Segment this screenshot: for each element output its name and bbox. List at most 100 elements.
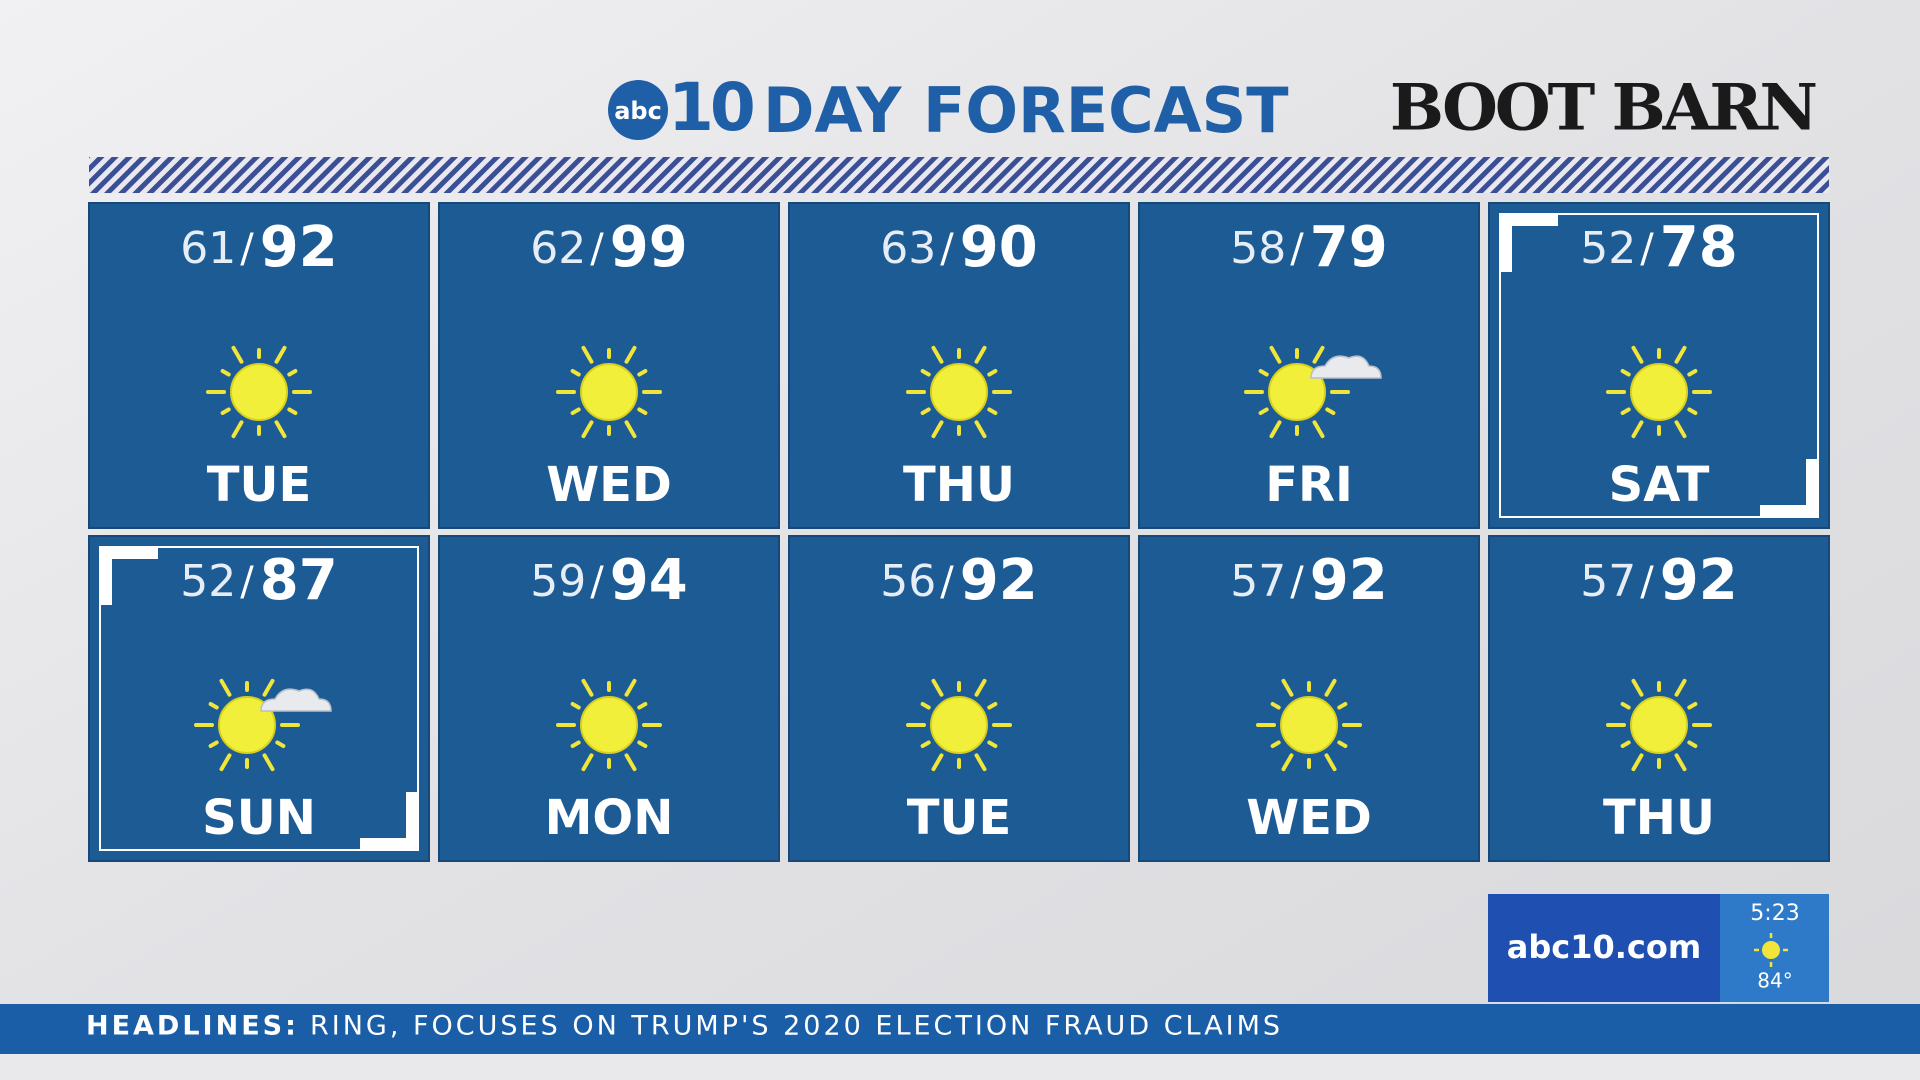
sponsor: BOOT BARN [1390, 71, 1816, 146]
tile-bg [1138, 202, 1480, 529]
cloud-icon [1310, 355, 1382, 379]
sun-ray [1269, 345, 1282, 364]
sun-ray [1337, 740, 1348, 748]
sun-ray [274, 345, 287, 364]
sun-ray [637, 702, 648, 710]
separator: / [240, 226, 254, 272]
sun-ray [1674, 420, 1687, 439]
sun-ray [1631, 678, 1644, 697]
separator: / [1640, 226, 1654, 272]
sun-ray [1674, 678, 1687, 697]
sun-ray [287, 369, 298, 377]
high: 79 [1310, 215, 1388, 280]
separator: / [940, 226, 954, 272]
sun-ray [220, 369, 231, 377]
separator: / [590, 226, 604, 272]
sun-ray [1687, 369, 1698, 377]
low: 56 [880, 556, 936, 607]
day-tile: 56/92 TUE [788, 535, 1130, 862]
sun-ray [920, 407, 931, 415]
day-name: MON [545, 790, 674, 846]
cloud-icon [260, 688, 332, 712]
day-name: WED [1246, 790, 1372, 846]
low: 63 [880, 223, 936, 274]
sun-ray [920, 369, 931, 377]
temps: 61/92 [180, 215, 337, 280]
day-name: THU [903, 457, 1015, 513]
temps: 63/90 [880, 215, 1037, 280]
low: 62 [530, 223, 586, 274]
sun-icon [206, 345, 312, 439]
temps: 58/79 [1230, 215, 1387, 280]
day-name: THU [1603, 790, 1715, 846]
day-tile: 61/92 TUE [88, 202, 430, 529]
sun-ray [262, 753, 275, 772]
sun-disc [1630, 696, 1688, 754]
sun-icon [1606, 345, 1712, 439]
temps: 62/99 [530, 215, 687, 280]
sun-disc [930, 696, 988, 754]
sun-ray [1281, 678, 1294, 697]
high: 92 [1310, 548, 1388, 613]
day-name: FRI [1265, 457, 1353, 513]
temps: 52/87 [180, 548, 337, 613]
day-name: SUN [202, 790, 316, 846]
sun-disc [1280, 696, 1338, 754]
site: abc10.com [1507, 928, 1701, 966]
sun-ray [920, 702, 931, 710]
sun-ray [624, 345, 637, 364]
sun-ray [1337, 702, 1348, 710]
day-tile: 59/94 MON [438, 535, 780, 862]
sun-ray [974, 753, 987, 772]
sun-ray [1312, 345, 1325, 364]
ticker-label: HEADLINES: [86, 1011, 299, 1042]
sun-disc [580, 363, 638, 421]
low: 61 [180, 223, 236, 274]
ticker-strip [0, 1054, 1920, 1080]
temps: 52/78 [1580, 215, 1737, 280]
temps: 59/94 [530, 548, 687, 613]
sun-ray [931, 753, 944, 772]
low: 52 [180, 556, 236, 607]
high: 90 [960, 215, 1038, 280]
low: 52 [1580, 223, 1636, 274]
sun-ray [1324, 753, 1337, 772]
sun-ray [570, 702, 581, 710]
sun-disc [930, 363, 988, 421]
low: 57 [1580, 556, 1636, 607]
sun-ray [1312, 420, 1325, 439]
sun-ray [1674, 753, 1687, 772]
sun-ray [974, 678, 987, 697]
sun-ray [581, 753, 594, 772]
sun-icon [1256, 678, 1362, 772]
sun-ray [231, 345, 244, 364]
day-tile: 52/87 SUN [88, 535, 430, 862]
highlight-frame [99, 546, 419, 851]
sun-ray [931, 345, 944, 364]
sun-ray [581, 678, 594, 697]
sun-ray [1269, 420, 1282, 439]
sun-ray [1674, 345, 1687, 364]
logo-circle [608, 80, 668, 140]
sun-ray [570, 407, 581, 415]
sun-ray [1324, 678, 1337, 697]
site-box [1488, 894, 1720, 1002]
high: 99 [610, 215, 688, 280]
temperature: 84° [1757, 969, 1792, 993]
sun-ray [1325, 407, 1336, 415]
sun-ray [1620, 740, 1631, 748]
sun-ray [570, 740, 581, 748]
logo-number: 10 [668, 69, 753, 146]
sun-ray [1270, 740, 1281, 748]
high: 78 [1660, 215, 1738, 280]
sun-ray [274, 420, 287, 439]
sun-ray [219, 678, 232, 697]
sun-ray [1620, 407, 1631, 415]
low: 59 [530, 556, 586, 607]
title: DAY FORECAST [763, 74, 1289, 147]
sun-ray [287, 407, 298, 415]
high: 92 [960, 548, 1038, 613]
sun-icon [1606, 678, 1712, 772]
day-tile: 52/78 SAT [1488, 202, 1830, 529]
